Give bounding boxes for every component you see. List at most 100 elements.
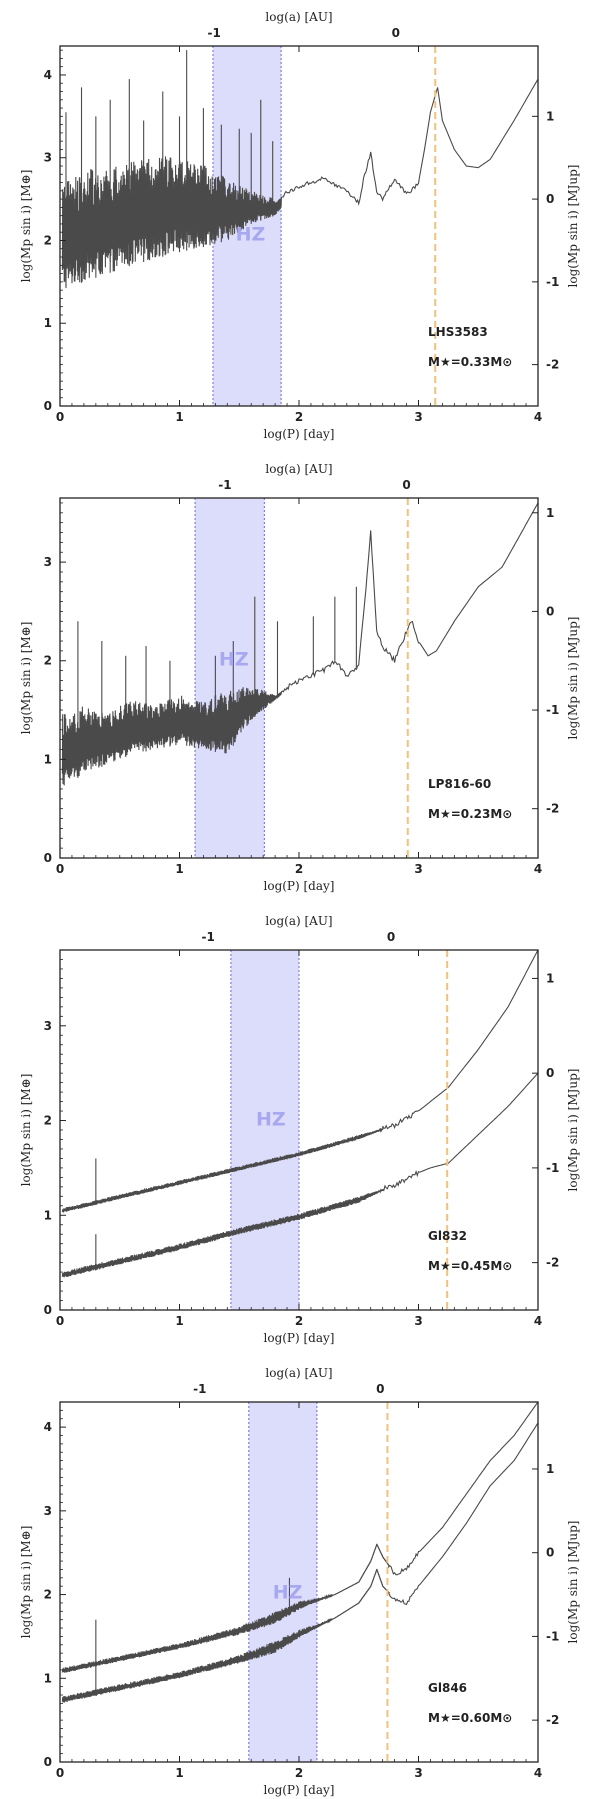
hz-band	[230, 950, 299, 1310]
y-tick-label: 4	[44, 1420, 52, 1434]
x-tick-label: 0	[56, 1314, 64, 1328]
curve-group	[61, 1402, 538, 1703]
curve-group	[61, 502, 538, 786]
y2-tick-label: -1	[546, 1629, 559, 1643]
x-tick-label: 2	[295, 862, 303, 876]
x-tick-label: 4	[534, 1314, 542, 1328]
y2-tick-label: 0	[546, 192, 554, 206]
curve-group	[61, 950, 538, 1278]
y-tick-label: 2	[44, 654, 52, 668]
y-tick-label: 1	[44, 1208, 52, 1222]
x-axis-label: log(P) [day]	[264, 1783, 335, 1797]
x2-tick-label: 0	[402, 478, 410, 492]
x-tick-label: 4	[534, 1766, 542, 1780]
y2-tick-label: 1	[546, 109, 554, 123]
y-tick-label: 0	[44, 399, 52, 413]
x2-axis-label: log(a) [AU]	[265, 462, 332, 476]
y2-tick-label: -1	[546, 275, 559, 289]
y-tick-label: 2	[44, 1114, 52, 1128]
y-tick-label: 0	[44, 851, 52, 865]
y2-tick-label: 0	[546, 604, 554, 618]
y-tick-label: 1	[44, 752, 52, 766]
x-tick-label: 1	[175, 1766, 183, 1780]
hz-label: HZ	[273, 1582, 303, 1604]
y-tick-label: 3	[44, 1504, 52, 1518]
x2-axis-label: log(a) [AU]	[265, 914, 332, 928]
x-tick-label: 2	[295, 1766, 303, 1780]
y2-tick-label: -2	[546, 802, 559, 816]
x-tick-label: 3	[414, 862, 422, 876]
hz-label: HZ	[219, 649, 249, 671]
star-mass: M★=0.45M⊙	[428, 1259, 512, 1273]
y2-axis-label: log(Mp sin i) [MJup]	[566, 1069, 580, 1192]
y2-tick-label: -2	[546, 1256, 559, 1270]
x2-axis-label: log(a) [AU]	[265, 1366, 332, 1380]
x2-tick-label: 0	[376, 1382, 384, 1396]
y2-tick-label: 1	[546, 1462, 554, 1476]
x2-tick-label: -1	[193, 1382, 206, 1396]
x-tick-label: 3	[414, 410, 422, 424]
chart-panel-1: HZ 0 1 2 3 4 0 1 2 3 4 -2 -1 0 1 -1 0 log(P) [day] log(a) …	[19, 10, 580, 441]
x2-axis-label: log(a) [AU]	[265, 10, 332, 24]
y-tick-label: 2	[44, 233, 52, 247]
curve-2	[61, 1422, 538, 1703]
x-tick-label: 0	[56, 1766, 64, 1780]
star-name: LHS3583	[428, 325, 488, 339]
x2-tick-label: 0	[387, 930, 395, 944]
x-tick-label: 1	[175, 862, 183, 876]
chart-panel-4: HZ 0 1 2 3 4 0 1 2 3 4 -2 -1 0 1 -1 0 log(P) [day] log(a) …	[19, 1366, 580, 1797]
hz-band	[195, 498, 265, 858]
y-tick-label: 4	[44, 68, 52, 82]
y-axis-label: log(Mp sin i) [M⊕]	[19, 622, 33, 735]
y-tick-label: 0	[44, 1755, 52, 1769]
curve-1	[61, 78, 538, 287]
y-axis-label: log(Mp sin i) [M⊕]	[19, 1074, 33, 1187]
x-axis-label: log(P) [day]	[264, 879, 335, 893]
y2-tick-label: -1	[546, 1161, 559, 1175]
y-tick-label: 3	[44, 1019, 52, 1033]
chart-panel-3: HZ 0 1 2 3 4 0 1 2 3 -2 -1 0 1 -1 0 log(P) [day] log(a) […	[19, 914, 580, 1345]
star-mass: M★=0.23M⊙	[428, 807, 512, 821]
y2-tick-label: -2	[546, 1713, 559, 1727]
chart-panel-2: HZ 0 1 2 3 4 0 1 2 3 -2 -1 0 1 -1 0 log(P) [day] log(a) […	[19, 462, 580, 893]
x-tick-label: 4	[534, 862, 542, 876]
y2-tick-label: -2	[546, 358, 559, 372]
y2-axis-label: log(Mp sin i) [MJup]	[566, 1521, 580, 1644]
y-axis-label: log(Mp sin i) [M⊕]	[19, 1526, 33, 1639]
x-tick-label: 1	[175, 410, 183, 424]
curve-group	[61, 50, 538, 289]
x-tick-label: 0	[56, 862, 64, 876]
y2-tick-label: 1	[546, 971, 554, 985]
curve-1	[61, 502, 538, 786]
x2-tick-label: -1	[202, 930, 215, 944]
curve-2	[61, 1072, 538, 1278]
x-axis-label: log(P) [day]	[264, 1331, 335, 1345]
x-tick-label: 2	[295, 410, 303, 424]
hz-label: HZ	[236, 223, 266, 245]
hz-band	[248, 1402, 317, 1762]
x2-tick-label: -1	[207, 26, 220, 40]
y-tick-label: 3	[44, 555, 52, 569]
curve-1	[61, 1402, 538, 1673]
y2-tick-label: 0	[546, 1066, 554, 1080]
y2-tick-label: 1	[546, 506, 554, 520]
y-tick-label: 3	[44, 151, 52, 165]
x2-tick-label: -1	[218, 478, 231, 492]
y2-tick-label: 0	[546, 1546, 554, 1560]
star-name: Gl832	[428, 1229, 467, 1243]
hz-label: HZ	[256, 1108, 286, 1130]
x-tick-label: 3	[414, 1314, 422, 1328]
y-axis-label: log(Mp sin i) [M⊕]	[19, 170, 33, 283]
y-tick-label: 2	[44, 1588, 52, 1602]
curve-1	[61, 950, 538, 1213]
x-tick-label: 4	[534, 410, 542, 424]
y-tick-label: 1	[44, 316, 52, 330]
x-tick-label: 0	[56, 410, 64, 424]
star-mass: M★=0.60M⊙	[428, 1711, 512, 1725]
y-tick-label: 1	[44, 1671, 52, 1685]
star-name: Gl846	[428, 1681, 467, 1695]
x-tick-label: 3	[414, 1766, 422, 1780]
plot-frame	[59, 497, 539, 859]
x-tick-label: 1	[175, 1314, 183, 1328]
